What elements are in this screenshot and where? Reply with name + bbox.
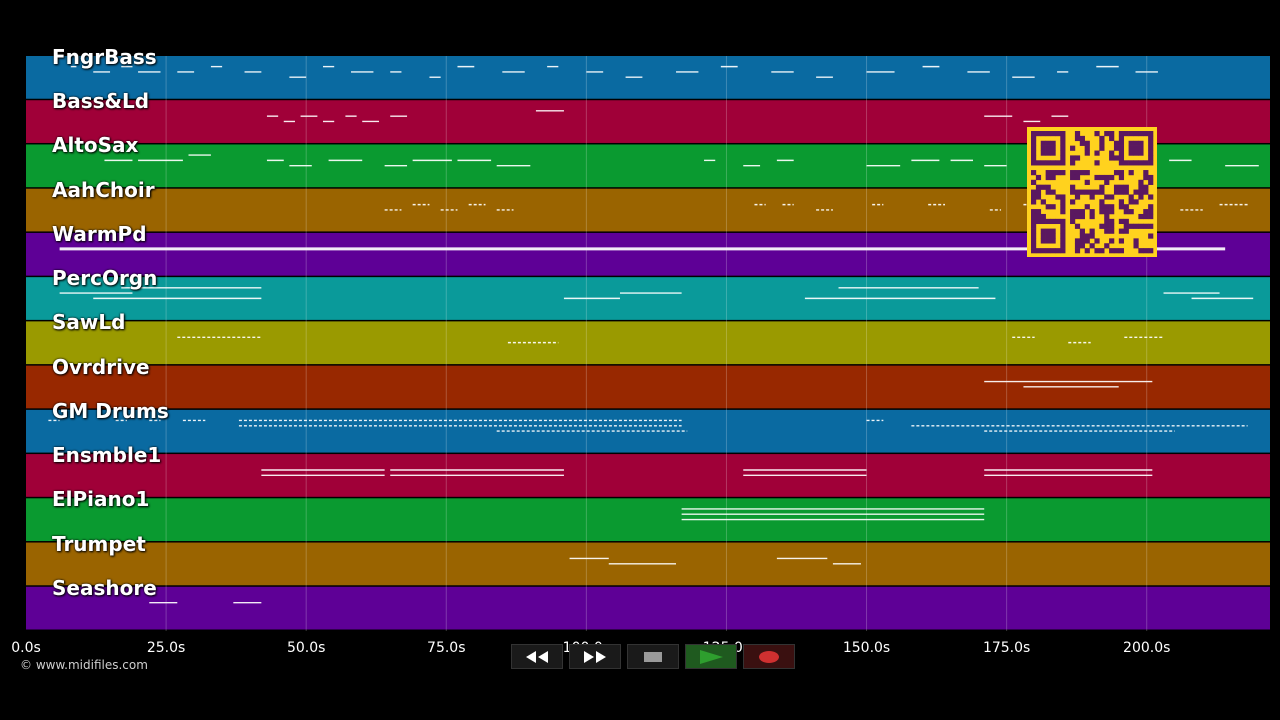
fast-forward-icon	[584, 650, 606, 663]
track-label: ElPiano1	[52, 487, 150, 512]
play-icon	[700, 649, 723, 664]
track-label: Seashore	[52, 575, 157, 600]
track-row	[26, 321, 1270, 365]
track-label: AltoSax	[52, 133, 139, 158]
tick-label: 0.0s	[11, 640, 41, 656]
track-label: SawLd	[52, 310, 126, 335]
track-label: AahChoir	[52, 177, 155, 202]
copyright-text: © www.midifiles.com	[20, 658, 148, 672]
record-icon	[759, 650, 779, 663]
track-label: GM Drums	[52, 398, 169, 423]
tick-label: 50.0s	[286, 640, 326, 656]
qr-code	[1027, 127, 1157, 257]
play-button[interactable]	[685, 644, 737, 669]
stop-button[interactable]	[627, 644, 679, 669]
rewind-button[interactable]	[511, 644, 563, 669]
rewind-icon	[526, 650, 548, 663]
track-label: FngrBass	[52, 45, 157, 69]
track-row	[26, 498, 1270, 542]
track-row	[26, 56, 1270, 99]
track-row	[26, 586, 1270, 630]
track-label: PercOrgn	[52, 266, 158, 291]
track-label: Bass&Ld	[52, 89, 150, 114]
stop-icon	[644, 651, 662, 662]
tick-label: 175.0s	[982, 640, 1031, 656]
transport-controls	[511, 644, 795, 669]
track-label: Trumpet	[52, 531, 146, 556]
track-label: WarmPd	[52, 221, 147, 246]
track-label: Ovrdrive	[52, 354, 150, 379]
tick-label: 200.0s	[1123, 640, 1171, 656]
fast-forward-button[interactable]	[569, 644, 621, 669]
record-button[interactable]	[743, 644, 795, 669]
tick-label: 75.0s	[427, 640, 466, 656]
tick-label: 25.0s	[146, 640, 186, 656]
tick-label: 150.0s	[842, 640, 891, 656]
track-label: Ensmble1	[52, 443, 162, 468]
